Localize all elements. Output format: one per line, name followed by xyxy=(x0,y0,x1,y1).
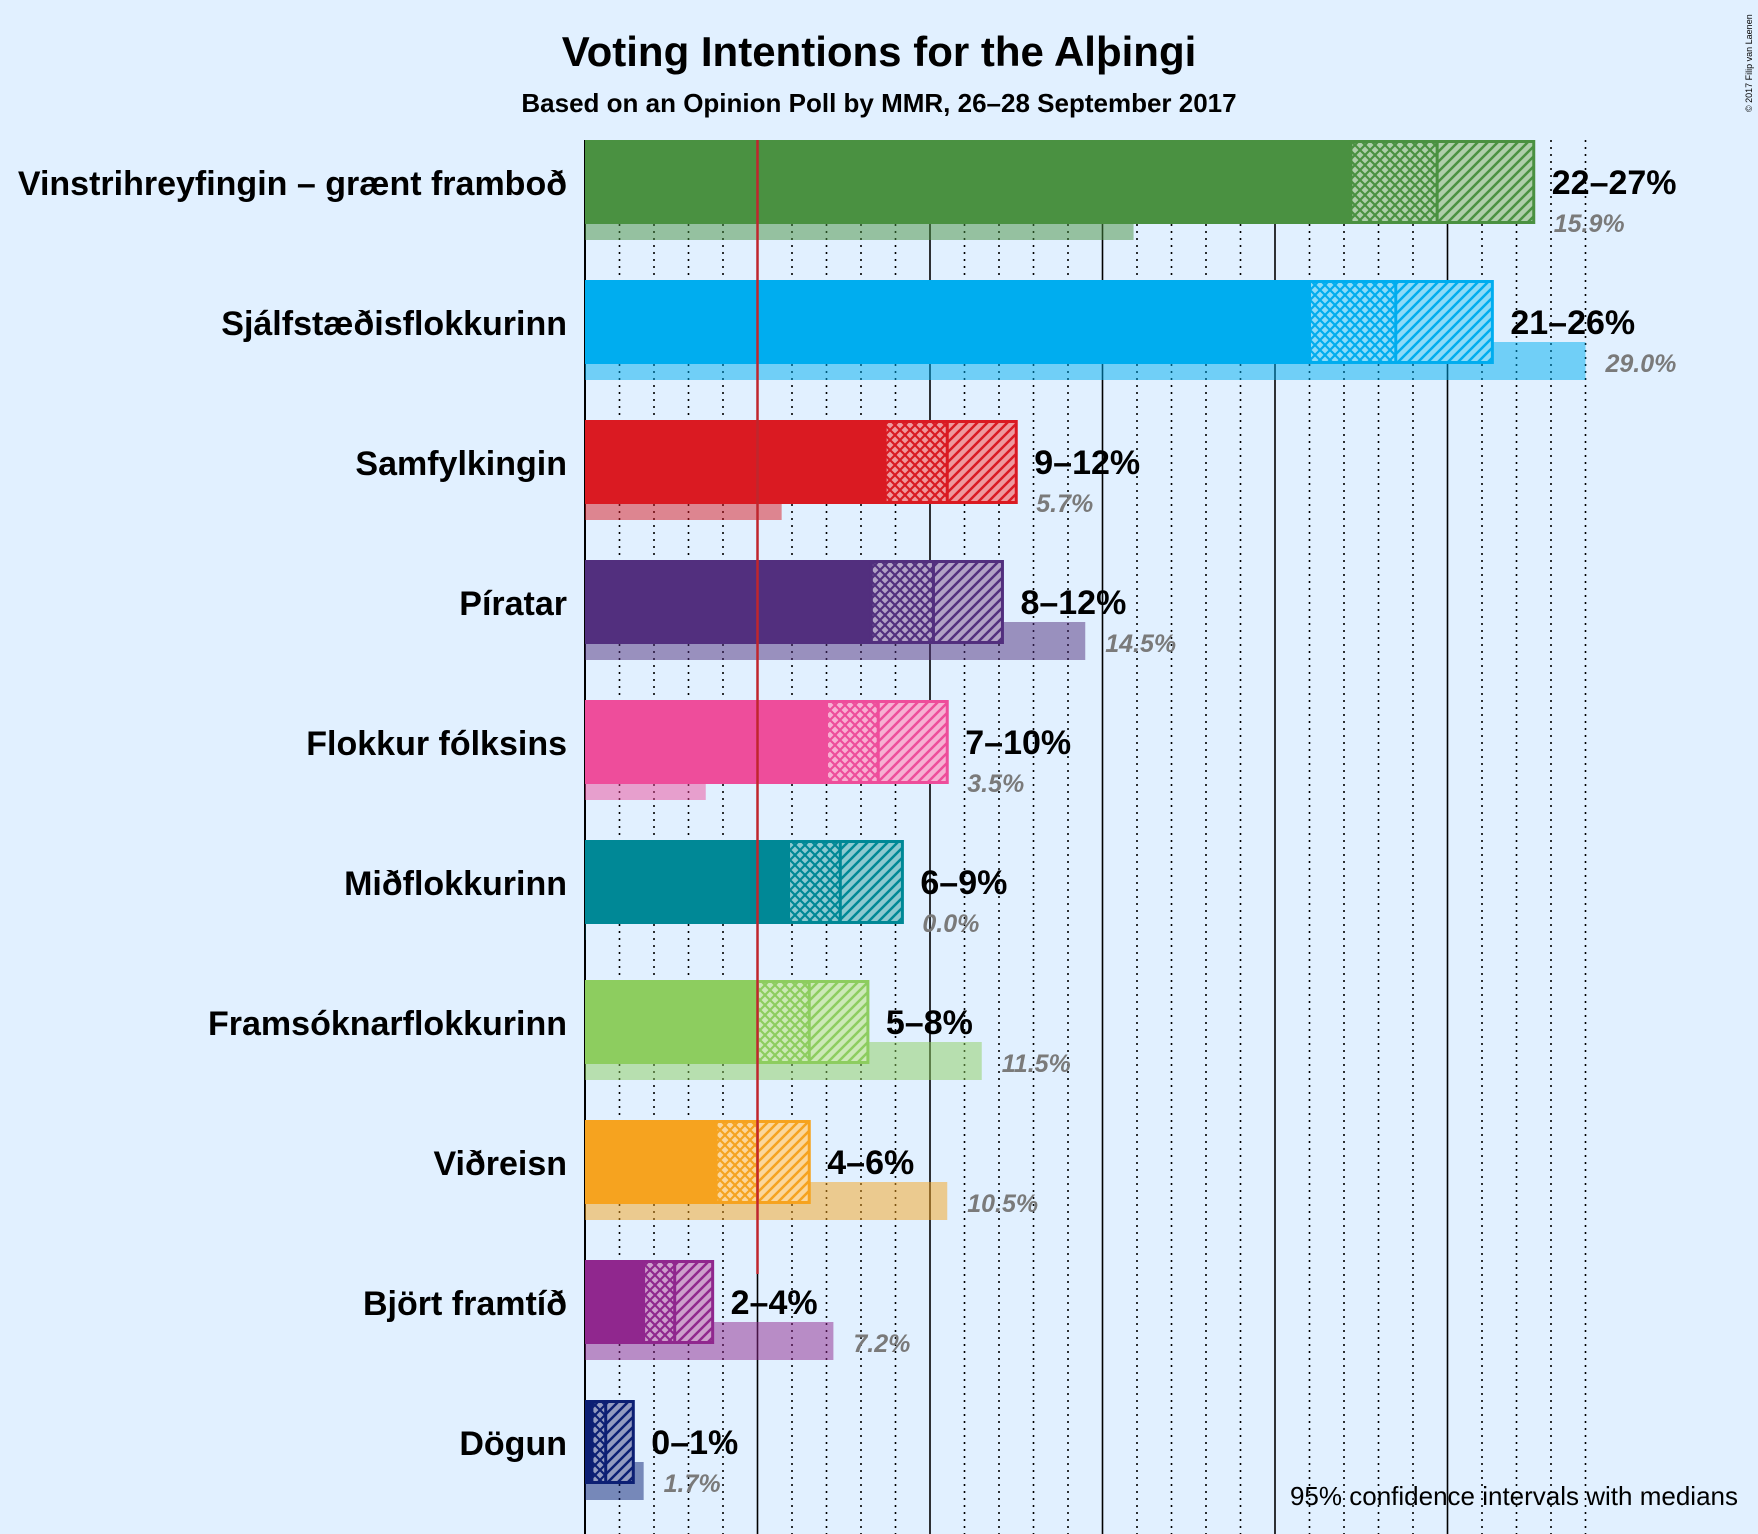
ci-range-label: 0–1% xyxy=(651,1424,738,1462)
party-row: Samfylkingin 9–12% 5.7% xyxy=(355,420,1140,520)
previous-result-label: 7.2% xyxy=(853,1330,910,1358)
previous-result-label: 14.5% xyxy=(1105,630,1176,658)
ci-upper-segment xyxy=(605,1400,634,1484)
ci-lower-segment xyxy=(757,980,810,1064)
ci-solid-bar xyxy=(585,1120,717,1204)
ci-range-label: 5–8% xyxy=(886,1004,973,1042)
ci-outline xyxy=(883,420,1018,504)
previous-result-label: 11.5% xyxy=(1002,1050,1071,1078)
chart-title: Voting Intentions for the Alþingi xyxy=(562,28,1197,75)
previous-result-label: 29.0% xyxy=(1605,350,1677,378)
party-label: Framsóknarflokkurinn xyxy=(208,1005,567,1043)
ci-lower-segment xyxy=(643,1260,675,1344)
party-label: Viðreisn xyxy=(433,1145,567,1183)
party-label: Björt framtíð xyxy=(363,1285,567,1323)
ci-outline xyxy=(825,700,949,784)
previous-result-label: 3.5% xyxy=(967,770,1024,798)
ci-solid-bar xyxy=(585,980,758,1064)
party-label: Samfylkingin xyxy=(355,445,567,483)
ci-outline xyxy=(1308,280,1494,364)
ci-upper-segment xyxy=(809,980,868,1064)
previous-result-label: 1.7% xyxy=(664,1470,721,1498)
chart-subtitle: Based on an Opinion Poll by MMR, 26–28 S… xyxy=(521,88,1236,118)
ci-outline xyxy=(787,840,904,924)
party-row: Björt framtíð 2–4% 7.2% xyxy=(363,1260,910,1360)
ci-range-label: 21–26% xyxy=(1510,304,1635,342)
party-label: Sjálfstæðisflokkurinn xyxy=(221,305,567,343)
ci-lower-segment xyxy=(716,1120,758,1204)
party-row: Píratar 8–12% 14.5% xyxy=(459,560,1176,660)
party-row: Sjálfstæðisflokkurinn 21–26% 29.0% xyxy=(221,280,1676,380)
ci-range-label: 8–12% xyxy=(1020,584,1126,622)
party-row: Flokkur fólksins 7–10% 3.5% xyxy=(306,700,1071,800)
ci-range-label: 9–12% xyxy=(1034,444,1140,482)
party-row: Miðflokkurinn 6–9% 0.0% xyxy=(344,840,1007,940)
ci-outline xyxy=(590,1400,635,1484)
previous-result-label: 5.7% xyxy=(1036,490,1093,518)
ci-lower-segment xyxy=(826,700,879,784)
ci-lower-segment xyxy=(1350,140,1438,224)
ci-lower-segment xyxy=(591,1400,606,1484)
party-row: Viðreisn 4–6% 10.5% xyxy=(433,1120,1038,1220)
ci-range-label: 22–27% xyxy=(1552,164,1677,202)
ci-upper-segment xyxy=(674,1260,713,1344)
ci-outline xyxy=(714,1120,811,1204)
party-row: Dögun 0–1% 1.7% xyxy=(459,1400,738,1500)
party-label: Vinstrihreyfingin – grænt framboð xyxy=(18,165,567,203)
ci-upper-segment xyxy=(1395,280,1493,364)
ci-solid-bar xyxy=(585,700,827,784)
chart-footnote: 95% confidence intervals with medians xyxy=(1290,1481,1738,1511)
ci-range-label: 7–10% xyxy=(965,724,1071,762)
party-label: Miðflokkurinn xyxy=(344,865,567,903)
ci-solid-bar xyxy=(585,1260,644,1344)
party-label: Píratar xyxy=(459,585,567,623)
ci-outline xyxy=(642,1260,715,1344)
ci-range-label: 2–4% xyxy=(731,1284,818,1322)
party-bars: Vinstrihreyfingin – grænt framboð 22–27% 1… xyxy=(18,140,1677,1500)
ci-lower-segment xyxy=(871,560,934,644)
previous-result-label: 10.5% xyxy=(967,1190,1038,1218)
ci-solid-bar xyxy=(585,840,789,924)
previous-result-label: 15.9% xyxy=(1554,210,1625,238)
party-label: Flokkur fólksins xyxy=(306,725,567,763)
ci-range-label: 4–6% xyxy=(827,1144,914,1182)
party-label: Dögun xyxy=(459,1425,567,1463)
ci-solid-bar xyxy=(585,420,886,504)
ci-outline xyxy=(1349,140,1536,224)
ci-upper-segment xyxy=(1437,140,1534,224)
party-row: Vinstrihreyfingin – grænt framboð 22–27% 1… xyxy=(18,140,1677,240)
ci-upper-segment xyxy=(933,560,1003,644)
ci-outline xyxy=(869,560,1004,644)
ci-upper-segment xyxy=(840,840,903,924)
ci-solid-bar xyxy=(585,1400,592,1484)
ci-range-label: 6–9% xyxy=(920,864,1007,902)
party-row: Framsóknarflokkurinn 5–8% 11.5% xyxy=(208,980,1071,1080)
ci-solid-bar xyxy=(585,140,1351,224)
ci-upper-segment xyxy=(878,700,948,784)
ci-lower-segment xyxy=(788,840,841,924)
ci-solid-bar xyxy=(585,560,872,644)
ci-upper-segment xyxy=(947,420,1017,504)
ci-lower-segment xyxy=(1309,280,1396,364)
ci-lower-segment xyxy=(885,420,948,504)
ci-solid-bar xyxy=(585,280,1310,364)
ci-upper-segment xyxy=(757,1120,810,1204)
previous-result-label: 0.0% xyxy=(922,910,979,938)
copyright-credit: © 2017 Filip van Laenen xyxy=(1744,14,1754,112)
